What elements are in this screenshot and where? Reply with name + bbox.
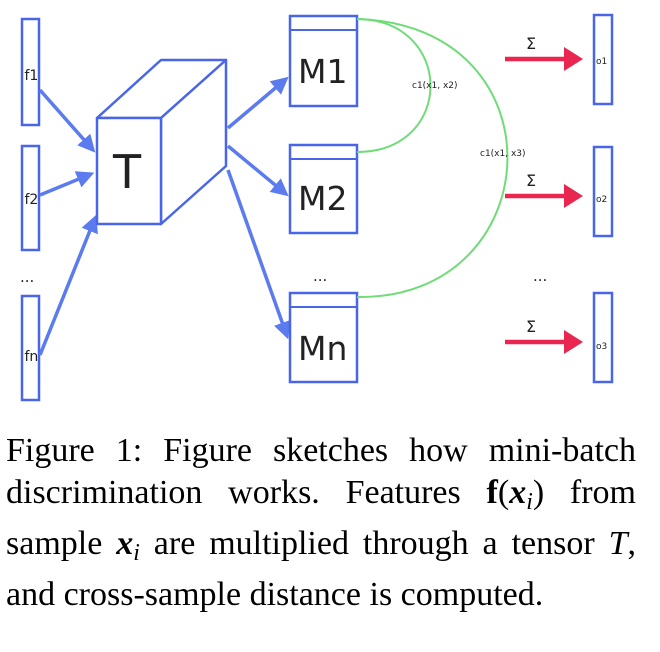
feature-fn-label: fn bbox=[25, 349, 39, 365]
matrix-mn-label: Mn bbox=[298, 329, 347, 368]
sum-arrow-2-head bbox=[564, 184, 583, 208]
caption-feature-symbol: f bbox=[486, 474, 498, 511]
link-m1-mn bbox=[356, 18, 509, 299]
minibatch-discrimination-diagram: f1 f2 ... fn T M1 M2 ... bbox=[20, 13, 614, 402]
sum-symbol-2: Σ bbox=[526, 171, 536, 190]
output-o3: o3 bbox=[592, 291, 614, 384]
caption-tensor-symbol: T bbox=[608, 524, 628, 562]
matrix-m2: M2 bbox=[288, 143, 359, 235]
feature-f2-label: f2 bbox=[25, 192, 39, 208]
sum-symbol-3: Σ bbox=[526, 317, 536, 336]
feature-f1-label: f1 bbox=[25, 68, 39, 84]
feature-f1: f1 bbox=[20, 17, 41, 127]
feature-to-tensor-arrows bbox=[38, 88, 98, 356]
caption-prefix: Figure 1: Figure sketches how mini-batch… bbox=[6, 432, 636, 511]
caption-suffix: , and cross-sample distance is computed. bbox=[6, 524, 636, 613]
output-o2: o2 bbox=[592, 145, 614, 238]
caption-sub-i: i bbox=[526, 488, 533, 515]
caption-sub-i-2: i bbox=[133, 539, 140, 566]
link-m1-m2 bbox=[356, 18, 432, 153]
features-ellipsis: ... bbox=[20, 268, 34, 286]
output-o2-label: o2 bbox=[596, 195, 607, 205]
matrix-mn: Mn bbox=[288, 291, 359, 384]
matrix-m1: M1 bbox=[288, 14, 359, 108]
tensor-to-matrix-arrows bbox=[226, 76, 291, 340]
matrix-m2-label: M2 bbox=[298, 179, 347, 218]
arrow-tensor-to-m1 bbox=[226, 76, 289, 130]
sum-symbol-1: Σ bbox=[526, 34, 536, 53]
distance-label-2: c1(x1, x3) bbox=[480, 149, 526, 159]
feature-fn: fn bbox=[20, 294, 41, 402]
matrices-ellipsis: ... bbox=[313, 267, 327, 285]
caption-text-mid: from sample bbox=[6, 474, 637, 562]
tensor-cube: T bbox=[95, 58, 228, 226]
sum-arrow-1-head bbox=[564, 47, 583, 71]
arrow-f2-to-tensor bbox=[39, 171, 95, 197]
caption-paren-open: ( bbox=[497, 474, 510, 511]
figure-caption: Figure 1: Figure sketches how mini-batch… bbox=[6, 430, 636, 616]
arrow-tensor-to-mn bbox=[226, 169, 291, 340]
output-o3-label: o3 bbox=[596, 342, 607, 352]
arrow-f1-to-tensor bbox=[38, 88, 96, 153]
sum-arrow-3-head bbox=[564, 330, 583, 354]
feature-f2: f2 bbox=[20, 144, 41, 252]
outputs-ellipsis: ... bbox=[533, 267, 547, 285]
caption-x-symbol-2: x bbox=[116, 524, 134, 562]
arrow-fn-to-tensor bbox=[38, 214, 98, 356]
arrow-tensor-to-m2 bbox=[226, 144, 289, 197]
output-o1: o1 bbox=[592, 13, 614, 106]
sum-arrows: Σ Σ Σ bbox=[505, 34, 583, 354]
caption-x-symbol: x bbox=[509, 474, 527, 511]
distance-label-1: c1(x1, x2) bbox=[412, 81, 458, 91]
caption-text-after-sample: are multiplied through a tensor bbox=[139, 524, 609, 562]
matrix-m1-label: M1 bbox=[298, 52, 347, 91]
distance-links bbox=[356, 18, 509, 299]
caption-paren-close: ) bbox=[532, 474, 545, 511]
output-o1-label: o1 bbox=[596, 57, 607, 67]
tensor-label: T bbox=[112, 145, 142, 199]
